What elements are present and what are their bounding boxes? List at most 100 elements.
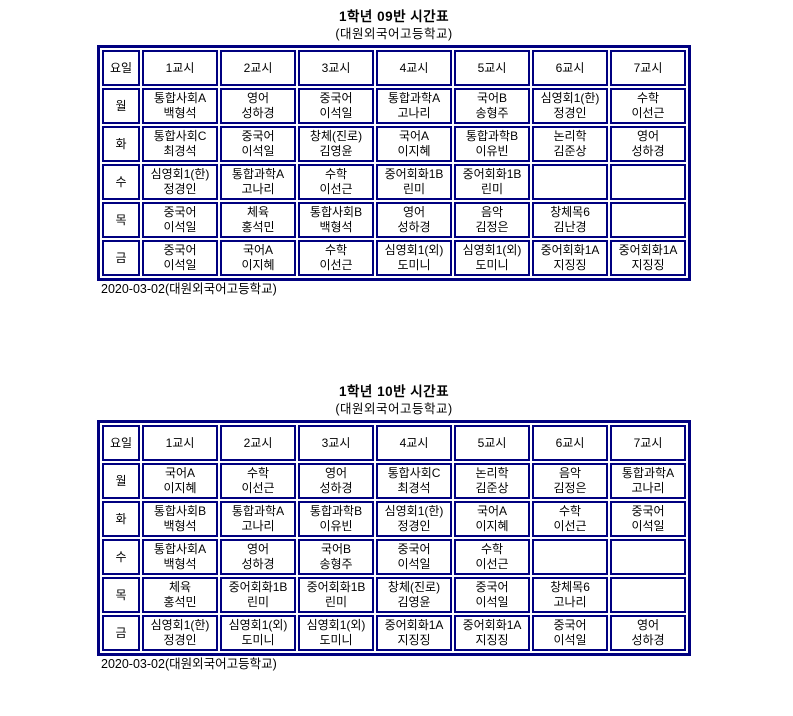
lesson-cell: 창체(진로) 김영윤	[376, 577, 452, 613]
teacher-text: 송형주	[319, 557, 353, 571]
lesson-cell	[532, 539, 608, 575]
lesson-cell: 심영회1(외) 도미니	[376, 240, 452, 276]
teacher-text: 이석일	[319, 106, 353, 120]
period-column-header: 5교시	[454, 50, 530, 86]
teacher-text: 성하경	[319, 481, 353, 495]
subject-text: 음악	[558, 466, 582, 480]
teacher-text: 이지혜	[163, 481, 197, 495]
teacher-text: 백형석	[163, 557, 197, 571]
subject-text: 중어회화1A	[618, 243, 678, 257]
teacher-text: 최경석	[397, 481, 431, 495]
teacher-text: 린미	[402, 182, 426, 196]
teacher-text: 이석일	[475, 595, 509, 609]
teacher-text: 이석일	[163, 220, 197, 234]
lesson-cell: 중국어 이석일	[298, 88, 374, 124]
timetable-row: 월 통합사회A 백형석 영어 성하경 중국어 이석일 통합과학A 고나리 국어B 송형주 심영회1(한…	[102, 88, 686, 124]
teacher-text: 김영윤	[319, 144, 353, 158]
teacher-text: 이선근	[553, 519, 587, 533]
lesson-cell	[610, 577, 686, 613]
subject-text: 중국어	[553, 618, 587, 632]
subject-text: 수학	[246, 466, 270, 480]
teacher-text: 최경석	[163, 144, 197, 158]
subject-text: 창체목6	[550, 580, 590, 594]
subject-text: 수학	[480, 542, 504, 556]
teacher-text: 김정은	[475, 220, 509, 234]
subject-text: 수학	[636, 91, 660, 105]
subject-text: 심영회1(외)	[228, 618, 288, 632]
lesson-cell: 심영회1(한) 정경인	[376, 501, 452, 537]
lesson-cell: 통합과학A 고나리	[376, 88, 452, 124]
lesson-cell: 음악 김정은	[454, 202, 530, 238]
teacher-text: 린미	[480, 182, 504, 196]
subject-text: 심영회1(한)	[540, 91, 600, 105]
teacher-text: 고나리	[397, 106, 431, 120]
teacher-text: 이선근	[631, 106, 665, 120]
subject-text: 통합사회A	[153, 542, 207, 556]
subject-text: 수학	[324, 167, 348, 181]
subject-text: 중어회화1A	[462, 618, 522, 632]
period-column-header: 2교시	[220, 50, 296, 86]
subject-text: 중국어	[163, 205, 197, 219]
subject-text: 창체목6	[550, 205, 590, 219]
teacher-text: 홍석민	[163, 595, 197, 609]
school-name-subtitle: (대원외국어고등학교)	[335, 27, 453, 41]
day-cell: 화	[102, 501, 140, 537]
lesson-cell: 체육 홍석민	[142, 577, 218, 613]
timetable-row: 수 통합사회A 백형석 영어 성하경 국어B 송형주 중국어 이석일 수학 이선근	[102, 539, 686, 575]
lesson-cell	[610, 539, 686, 575]
lesson-cell: 심영회1(한) 정경인	[142, 164, 218, 200]
teacher-text: 고나리	[553, 595, 587, 609]
subject-text: 체육	[168, 580, 192, 594]
timetable-row: 화 통합사회C 최경석 중국어 이석일 창체(진로) 김영윤 국어A 이지혜 통합과학B 이유빈 논리…	[102, 126, 686, 162]
lesson-cell: 창체목6 김난경	[532, 202, 608, 238]
subject-text: 통합과학A	[231, 167, 285, 181]
day-cell: 수	[102, 164, 140, 200]
subject-text: 통합사회A	[153, 91, 207, 105]
teacher-text: 도미니	[241, 633, 275, 647]
teacher-text: 이지혜	[397, 144, 431, 158]
subject-text: 중어회화1A	[540, 243, 600, 257]
lesson-cell: 창체목6 고나리	[532, 577, 608, 613]
period-column-header: 3교시	[298, 425, 374, 461]
timetable-sheet-class10: 1학년 10반 시간표 (대원외국어고등학교) 요일 1교시 2교시 3교시 4교시 5교…	[97, 383, 691, 672]
lesson-cell: 중어회화1B 린미	[376, 164, 452, 200]
subject-text: 국어B	[476, 91, 508, 105]
timetable-row: 화 통합사회B 백형석 통합과학A 고나리 통합과학B 이유빈 심영회1(한) 정경인 국어A 이지…	[102, 501, 686, 537]
teacher-text: 이석일	[163, 258, 197, 272]
lesson-cell: 체육 홍석민	[220, 202, 296, 238]
lesson-cell: 중어회화1A 지징징	[454, 615, 530, 651]
teacher-text: 백형석	[163, 106, 197, 120]
lesson-cell: 중국어 이석일	[220, 126, 296, 162]
day-cell: 금	[102, 615, 140, 651]
lesson-cell: 통합과학B 이유빈	[454, 126, 530, 162]
lesson-cell: 통합사회B 백형석	[298, 202, 374, 238]
subject-text: 중어회화1B	[306, 580, 366, 594]
teacher-text: 이석일	[397, 557, 431, 571]
lesson-cell: 중국어 이석일	[532, 615, 608, 651]
lesson-cell: 중어회화1B 린미	[220, 577, 296, 613]
teacher-text: 김준상	[553, 144, 587, 158]
day-cell: 목	[102, 577, 140, 613]
lesson-cell: 영어 성하경	[610, 126, 686, 162]
lesson-cell: 수학 이선근	[220, 463, 296, 499]
lesson-cell: 국어A 이지혜	[376, 126, 452, 162]
lesson-cell: 영어 성하경	[220, 88, 296, 124]
lesson-cell: 통합과학B 이유빈	[298, 501, 374, 537]
teacher-text: 도미니	[319, 633, 353, 647]
teacher-text: 성하경	[631, 144, 665, 158]
lesson-cell: 중어회화1A 지징징	[376, 615, 452, 651]
lesson-cell: 통합사회C 최경석	[376, 463, 452, 499]
lesson-cell: 수학 이선근	[532, 501, 608, 537]
day-column-header: 요일	[102, 425, 140, 461]
lesson-cell: 통합과학A 고나리	[220, 164, 296, 200]
lesson-cell: 통합사회A 백형석	[142, 539, 218, 575]
teacher-text: 고나리	[631, 481, 665, 495]
date-footer: 2020-03-02(대원외국어고등학교)	[101, 657, 277, 671]
teacher-text: 백형석	[319, 220, 353, 234]
school-name-subtitle: (대원외국어고등학교)	[335, 402, 453, 416]
subject-text: 통합사회B	[153, 504, 207, 518]
teacher-text: 고나리	[241, 182, 275, 196]
teacher-text: 김준상	[475, 481, 509, 495]
lesson-cell: 통합사회C 최경석	[142, 126, 218, 162]
day-cell: 목	[102, 202, 140, 238]
